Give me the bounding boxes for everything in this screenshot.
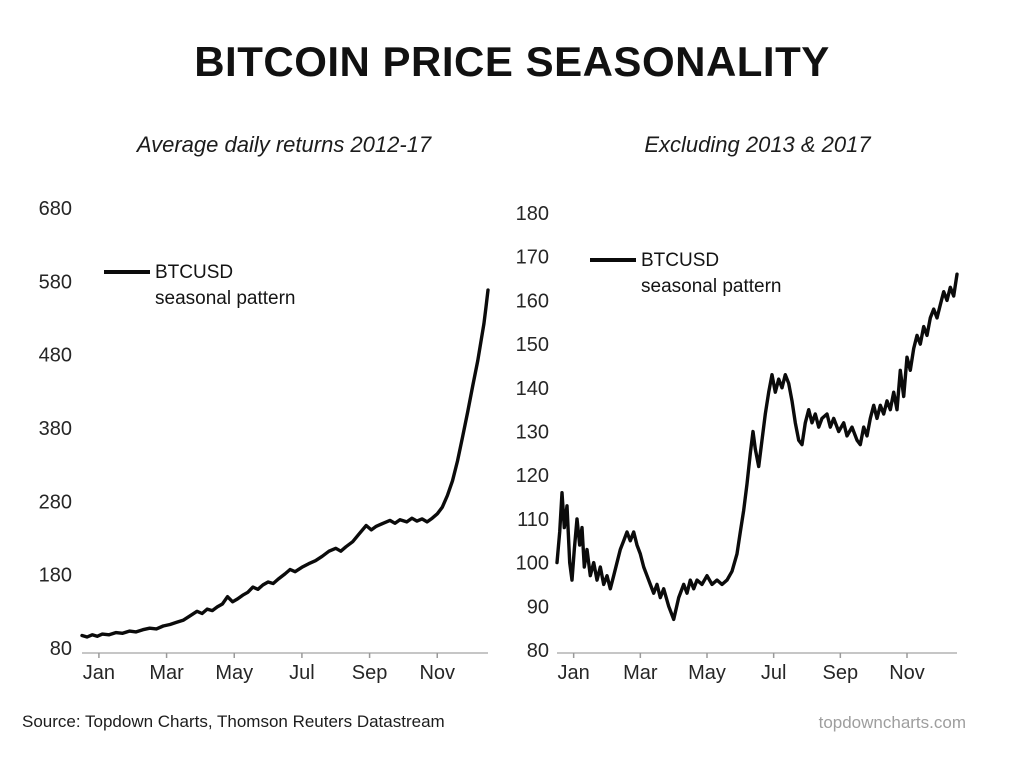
right-chart-subtitle: Excluding 2013 & 2017 [644,132,871,157]
y-tick-label: 150 [516,334,549,356]
series-line [555,272,959,622]
source-text: Source: Topdown Charts, Thomson Reuters … [22,712,445,731]
y-tick-label: 180 [39,565,72,587]
y-tick-label: 160 [516,290,549,312]
x-tick-label: Jan [558,662,590,684]
x-tick-label: Sep [352,662,388,684]
y-tick-label: 90 [527,596,549,618]
y-tick-label: 80 [527,640,549,662]
y-tick-label: 80 [50,638,72,660]
y-tick-label: 100 [516,553,549,575]
y-tick-label: 180 [516,203,549,225]
x-tick-label: Mar [149,662,184,684]
y-tick-label: 380 [39,418,72,440]
series-line [80,288,490,639]
x-tick-label: Sep [823,662,859,684]
y-tick-label: 170 [516,247,549,269]
legend-series-name: BTCUSD [641,250,720,271]
legend-series-name: BTCUSD [155,262,234,283]
x-tick-label: Mar [623,662,658,684]
legend-line-sample-icon [104,270,150,274]
x-tick-label: May [688,662,726,684]
y-tick-label: 130 [516,422,549,444]
website-text: topdowncharts.com [818,713,966,732]
y-tick-label: 280 [39,491,72,513]
right-chart-legend: BTCUSD seasonal pattern [590,248,782,300]
legend-series-subtitle: seasonal pattern [155,288,296,309]
legend-series-subtitle: seasonal pattern [641,276,782,297]
x-tick-label: Nov [419,662,455,684]
y-tick-label: 140 [516,378,549,400]
right-chart-svg: 80 90 100 110 120 130 140 150 160 170 180 Jan Mar May… [516,203,959,684]
x-tick-label: May [215,662,253,684]
left-chart-panel: Average daily returns 2012-17 BTCUSD sea… [20,130,495,695]
x-tick-label: Jul [761,662,787,684]
y-tick-label: 480 [39,345,72,367]
x-tick-label: Nov [889,662,925,684]
y-tick-label: 580 [39,271,72,293]
page-title: BITCOIN PRICE SEASONALITY [194,38,830,85]
left-chart-svg: 80 180 280 380 480 580 680 Jan Mar May Jul Sep Nov [39,198,490,684]
x-tick-label: Jul [289,662,315,684]
y-tick-label: 110 [517,509,549,531]
left-chart-subtitle: Average daily returns 2012-17 [136,132,432,157]
legend-line-sample-icon [590,258,636,262]
y-tick-label: 120 [516,465,549,487]
x-tick-label: Jan [83,662,115,684]
y-tick-label: 680 [39,198,72,220]
left-chart-legend: BTCUSD seasonal pattern [104,260,296,312]
right-chart-panel: Excluding 2013 & 2017 BTCUSD seasonal pa… [505,130,980,695]
